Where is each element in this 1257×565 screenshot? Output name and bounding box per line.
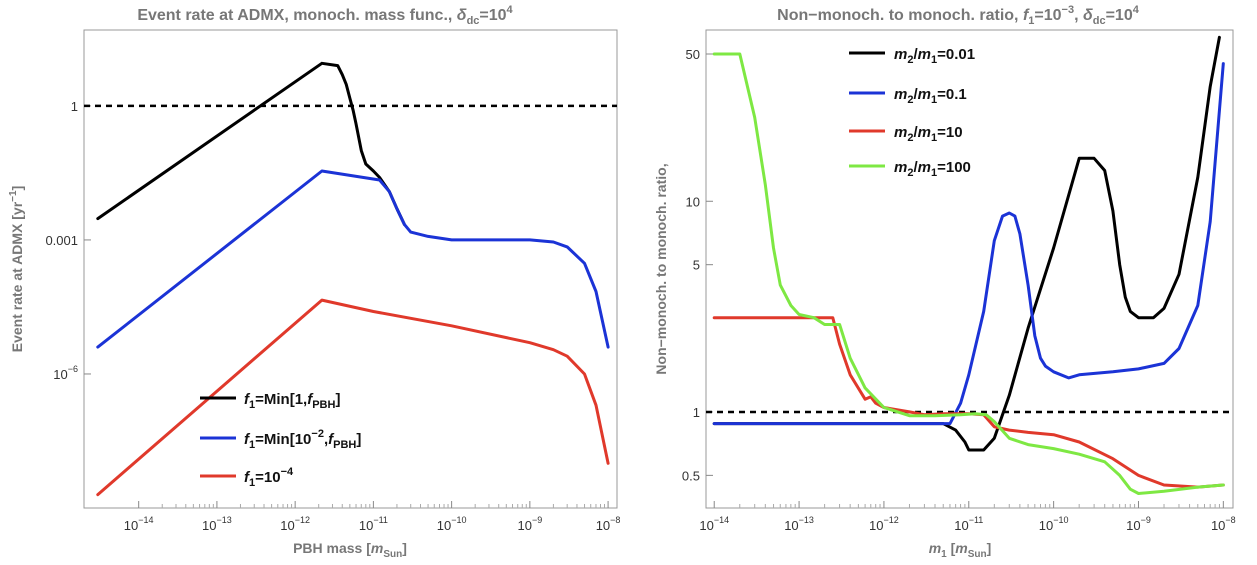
x-tick-label: 10−14 (699, 515, 729, 533)
legend-label: f1=Min[1,fPBH] (244, 391, 340, 411)
x-tick-label: 10−11 (954, 515, 983, 533)
left-series-group (96, 61, 610, 497)
legend-label: m2/m1=0.1 (894, 86, 967, 106)
series-line (712, 35, 1221, 452)
y-tick-label: 1 (693, 405, 700, 420)
right-chart-title: Non−monoch. to monoch. ratio, f1=10−3, δ… (777, 4, 1140, 27)
x-tick-label: 10−14 (124, 515, 154, 533)
series-line (712, 62, 1225, 426)
left-y-axis: 1 0.001 10−6 (45, 99, 91, 382)
legend-label: f1=Min[10−2,fPBH] (244, 428, 361, 451)
right-x-axis-label: m1 [mSun] (929, 540, 992, 560)
right-series-group (712, 35, 1225, 495)
y-tick-label: 50 (686, 47, 700, 62)
right-y-axis: 0.5 1 5 10 50 (682, 47, 713, 483)
legend-item: m2/m1=0.01 (849, 46, 975, 66)
y-tick-label: 10−6 (53, 364, 78, 382)
x-tick-label: 10−10 (437, 515, 467, 533)
legend-item: f1=10−4 (200, 466, 294, 489)
legend-item: m2/m1=100 (849, 159, 971, 179)
series-line (96, 169, 610, 349)
x-tick-label: 10−13 (202, 515, 232, 533)
legend-label: f1=10−4 (244, 466, 294, 489)
x-tick-label: 10−11 (359, 515, 388, 533)
legend-item: f1=Min[10−2,fPBH] (200, 428, 361, 451)
y-tick-label: 0.5 (682, 468, 700, 483)
right-legend: m2/m1=0.01 m2/m1=0.1 m2/m1=10 m2/m1=100 (849, 46, 975, 179)
right-plot-frame (705, 29, 1234, 509)
x-tick-label: 10−12 (280, 515, 310, 533)
left-chart: Event rate at ADMX, monoch. mass func., … (8, 4, 620, 560)
legend-label: m2/m1=10 (894, 124, 963, 144)
left-legend: f1=Min[1,fPBH] f1=Min[10−2,fPBH] f1=10−4 (200, 391, 361, 489)
left-y-axis-label: Event rate at ADMX [yr−1] (8, 186, 25, 353)
left-x-axis: 10−14 10−13 10−12 10−11 10−10 10−9 10−8 (124, 501, 621, 533)
left-chart-title: Event rate at ADMX, monoch. mass func., … (137, 4, 513, 27)
legend-label: m2/m1=100 (894, 159, 971, 179)
x-tick-label: 10−8 (596, 515, 621, 533)
x-tick-label: 10−9 (1126, 515, 1151, 533)
legend-item: m2/m1=0.1 (849, 86, 967, 106)
x-tick-label: 10−12 (869, 515, 899, 533)
x-tick-label: 10−8 (1211, 515, 1236, 533)
right-chart: Non−monoch. to monoch. ratio, f1=10−3, δ… (653, 4, 1236, 560)
y-tick-label: 0.001 (45, 233, 78, 248)
y-tick-label: 10 (686, 194, 700, 209)
left-plot-frame (83, 29, 618, 509)
x-tick-label: 10−10 (1039, 515, 1069, 533)
series-line (712, 316, 1225, 489)
legend-item: m2/m1=10 (849, 124, 963, 144)
y-tick-label: 5 (693, 258, 700, 273)
legend-item: f1=Min[1,fPBH] (200, 391, 340, 411)
x-tick-label: 10−13 (784, 515, 814, 533)
y-tick-label: 1 (71, 99, 78, 114)
right-y-axis-label: Non−monoch. to monoch. ratio, (653, 163, 669, 374)
left-x-axis-label: PBH mass [mSun] (293, 540, 407, 560)
series-line (96, 61, 406, 227)
series-line (712, 52, 1225, 495)
series-line (96, 298, 610, 497)
right-x-axis: 10−14 10−13 10−12 10−11 10−10 10−9 10−8 (699, 501, 1236, 533)
x-tick-label: 10−9 (517, 515, 542, 533)
legend-label: m2/m1=0.01 (894, 46, 975, 66)
